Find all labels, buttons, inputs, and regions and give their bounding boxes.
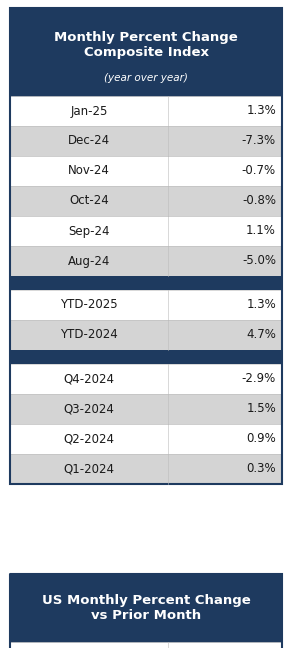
Bar bbox=[10, 394, 282, 424]
Text: (year over year): (year over year) bbox=[104, 73, 188, 84]
Bar bbox=[10, 126, 282, 156]
Bar bbox=[10, 350, 282, 364]
Text: -2.9%: -2.9% bbox=[242, 373, 276, 386]
Text: Q4-2024: Q4-2024 bbox=[63, 373, 114, 386]
Text: 1.3%: 1.3% bbox=[246, 104, 276, 117]
Text: 4.7%: 4.7% bbox=[246, 329, 276, 341]
Bar bbox=[10, 216, 282, 246]
Bar bbox=[10, 156, 282, 186]
Text: Jan-25: Jan-25 bbox=[70, 104, 107, 117]
Text: -0.8%: -0.8% bbox=[242, 194, 276, 207]
Text: -7.3%: -7.3% bbox=[242, 135, 276, 148]
Text: 0.3%: 0.3% bbox=[246, 463, 276, 476]
Text: Q2-2024: Q2-2024 bbox=[63, 432, 114, 446]
Bar bbox=[10, 424, 282, 454]
Bar bbox=[10, 642, 282, 648]
Text: US Monthly Percent Change
vs Prior Month: US Monthly Percent Change vs Prior Month bbox=[42, 594, 250, 622]
Text: Nov-24: Nov-24 bbox=[68, 165, 110, 178]
Bar bbox=[10, 364, 282, 394]
Bar bbox=[10, 276, 282, 290]
Bar bbox=[10, 246, 282, 276]
Bar bbox=[10, 8, 282, 96]
Bar bbox=[10, 574, 282, 642]
Text: Sep-24: Sep-24 bbox=[68, 224, 110, 238]
Text: Dec-24: Dec-24 bbox=[68, 135, 110, 148]
Text: Q1-2024: Q1-2024 bbox=[63, 463, 114, 476]
Text: 0.9%: 0.9% bbox=[246, 432, 276, 446]
Bar bbox=[10, 320, 282, 350]
Bar bbox=[10, 8, 282, 484]
Bar bbox=[10, 290, 282, 320]
Text: 1.5%: 1.5% bbox=[246, 402, 276, 415]
Bar bbox=[10, 574, 282, 648]
Text: YTD-2025: YTD-2025 bbox=[60, 299, 118, 312]
Text: Monthly Percent Change
Composite Index: Monthly Percent Change Composite Index bbox=[54, 31, 238, 59]
Bar bbox=[10, 454, 282, 484]
Text: Aug-24: Aug-24 bbox=[68, 255, 110, 268]
Text: -0.7%: -0.7% bbox=[242, 165, 276, 178]
Text: 1.3%: 1.3% bbox=[246, 299, 276, 312]
Text: 1.1%: 1.1% bbox=[246, 224, 276, 238]
Text: Oct-24: Oct-24 bbox=[69, 194, 109, 207]
Text: YTD-2024: YTD-2024 bbox=[60, 329, 118, 341]
Bar bbox=[10, 186, 282, 216]
Text: -5.0%: -5.0% bbox=[242, 255, 276, 268]
Bar bbox=[10, 96, 282, 126]
Text: Q3-2024: Q3-2024 bbox=[63, 402, 114, 415]
